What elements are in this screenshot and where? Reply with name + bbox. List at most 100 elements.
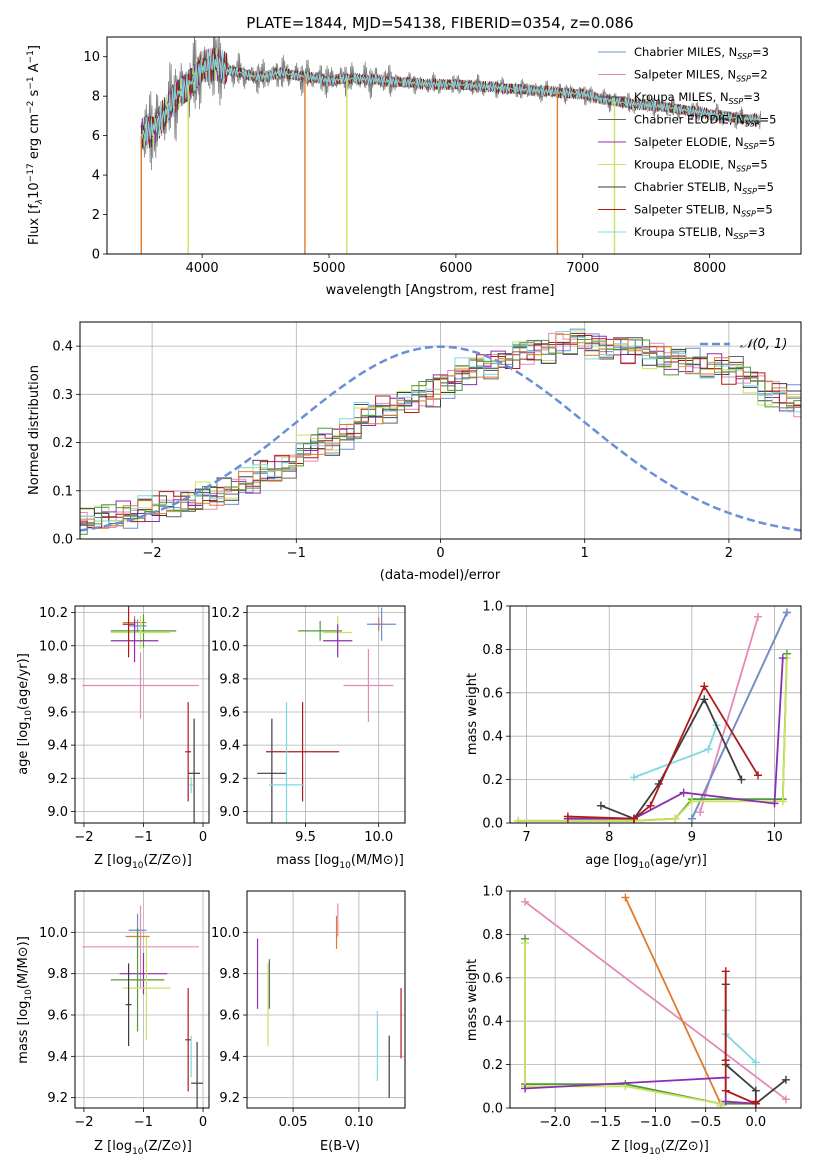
- plot-residuals: −2 −1 0 1 2 0.0 0.1 0.2 0.3 0.4 𝒩(0, 1) (data-model…: [27, 321, 802, 583]
- plot-mass-vs-Z: −2 −1 0 9.2 9.4 9.6 9.8 10.0 Z [log10(Z/Z⊙)] mass…: [16, 890, 210, 1157]
- x-tick-label: −1: [287, 546, 306, 561]
- mass-weight-vs-Z-ticks: −2.0 −1.5 −1.0 −0.5 0.0 0.0 0.2 0.4 0.6 0.8 1.0: [482, 885, 766, 1131]
- histogram-series: [80, 331, 801, 528]
- weight-marker: [737, 775, 746, 784]
- legend-label: Kroupa MILES, NSSP=3: [634, 90, 760, 106]
- y-tick-label: 0.4: [482, 730, 503, 745]
- weight-marker: [704, 745, 713, 754]
- spectrum-legend: Chabrier MILES, NSSP=3 Salpeter MILES, NS…: [598, 45, 776, 241]
- plot-mass-vs-ebv: 0.05 0.10 9.2 9.4 9.6 9.8 10.0 E(B-V): [211, 890, 406, 1154]
- weight-marker: [621, 893, 630, 902]
- y-axis-label: age [log10(age/yr)]: [16, 653, 34, 775]
- age-vs-mass-ticks: 9.5 10.0 9.0 9.2 9.4 9.6 9.8 10.0 10.2: [211, 606, 393, 845]
- weight-marker: [521, 1084, 530, 1093]
- residuals-ticks: −2 −1 0 1 2 0.0 0.1 0.2 0.3 0.4: [52, 340, 733, 561]
- weight-marker: [630, 773, 639, 782]
- y-tick-label: 2: [92, 208, 100, 223]
- age-vs-Z-marks: [82, 606, 201, 823]
- legend-label: Kroupa ELODIE, NSSP=5: [634, 158, 768, 174]
- weight-marker: [751, 1097, 760, 1106]
- x-tick-label: 0: [199, 1115, 207, 1130]
- mass-vs-ebv-frame: [246, 890, 406, 1109]
- weight-marker: [521, 897, 530, 906]
- weight-marker: [770, 799, 779, 808]
- weight-series: [524, 943, 722, 1106]
- residuals-marks: [80, 328, 801, 535]
- y-tick-label: 0: [92, 248, 100, 263]
- weight-marker: [751, 1058, 760, 1067]
- y-tick-label: 9.0: [47, 805, 68, 820]
- weight-marker: [687, 814, 696, 823]
- plot-age-vs-mass: 9.5 10.0 9.0 9.2 9.4 9.6 9.8 10.0 10.2 mass [log1…: [211, 605, 406, 871]
- weight-marker: [721, 1097, 730, 1106]
- mass-weight-vs-Z-marks: [521, 893, 790, 1108]
- weight-marker: [630, 814, 639, 823]
- spectrum-ticks: 4000 5000 6000 7000 8000 0 2 4 6 8 10: [83, 50, 726, 276]
- weight-marker: [514, 816, 523, 823]
- y-tick-label: 9.2: [219, 772, 240, 787]
- y-axis-label: Flux [fλ10−17 erg cm−2 s−1 A−1]: [26, 45, 45, 245]
- histogram-series: [80, 339, 801, 535]
- x-axis-label: E(B-V): [320, 1139, 360, 1154]
- y-tick-label: 0.2: [52, 436, 73, 451]
- weight-series: [624, 897, 722, 1105]
- y-tick-label: 0.4: [482, 1015, 503, 1030]
- y-tick-label: 0.0: [482, 1102, 503, 1117]
- weight-marker: [721, 967, 730, 976]
- weight-marker: [596, 801, 605, 810]
- x-tick-label: −2.0: [539, 1115, 571, 1130]
- plot-mass-weight-vs-age: 7 8 9 10 0.0 0.2 0.4 0.6 0.8 1.0 age [log10(age/yr…: [465, 600, 802, 871]
- histogram-series: [80, 330, 801, 529]
- mass-vs-Z-ticks: −2 −1 0 9.2 9.4 9.6 9.8 10.0: [39, 926, 207, 1130]
- mass-weight-vs-age-frame: [509, 605, 802, 824]
- plot-mass-weight-vs-Z: −2.0 −1.5 −1.0 −0.5 0.0 0.0 0.2 0.4 0.6 0.8 1.0 Z […: [465, 885, 802, 1157]
- x-tick-label: −1.5: [590, 1115, 622, 1130]
- weight-series: [524, 901, 787, 1101]
- weight-marker: [696, 808, 705, 817]
- x-axis-label: mass [log10(M/M⊙)]: [276, 853, 404, 871]
- weight-marker: [782, 608, 791, 617]
- weight-series: [518, 658, 788, 822]
- legend-label: Salpeter ELODIE, NSSP=5: [634, 135, 775, 151]
- x-tick-label: 10: [766, 830, 783, 845]
- y-tick-label: 10.2: [211, 606, 240, 621]
- age-vs-mass-frame: [246, 605, 406, 824]
- y-tick-label: 0.6: [482, 971, 503, 986]
- mass-weight-vs-age-grid: [510, 605, 801, 824]
- weight-series: [691, 612, 788, 820]
- y-tick-label: 1.0: [482, 885, 503, 900]
- age-vs-Z-frame: [74, 605, 210, 824]
- x-tick-label: 4000: [186, 261, 219, 276]
- mass-vs-ebv-ticks: 0.05 0.10 9.2 9.4 9.6 9.8 10.0: [211, 926, 373, 1130]
- x-tick-label: 0: [199, 830, 207, 845]
- spectrum-marks: [140, 37, 761, 254]
- y-tick-label: 8: [92, 90, 100, 105]
- x-tick-label: −2: [74, 1115, 93, 1130]
- y-tick-label: 9.6: [219, 706, 240, 721]
- residuals-frame: [79, 321, 802, 540]
- y-tick-label: 0.2: [482, 1058, 503, 1073]
- x-tick-label: 8: [605, 830, 613, 845]
- x-axis-label: Z [log10(Z/Z⊙)]: [94, 1139, 192, 1157]
- y-tick-label: 0.1: [52, 484, 73, 499]
- y-tick-label: 9.8: [47, 672, 68, 687]
- legend-label: Salpeter MILES, NSSP=2: [634, 68, 768, 84]
- y-tick-label: 9.4: [219, 739, 240, 754]
- weight-series: [724, 1010, 757, 1064]
- y-tick-label: 10.0: [39, 639, 68, 654]
- x-axis-label: (data-model)/error: [380, 568, 501, 583]
- y-tick-label: 0.2: [482, 773, 503, 788]
- y-tick-label: 9.4: [47, 1050, 68, 1065]
- age-vs-Z-ticks: −2 −1 0 9.0 9.2 9.4 9.6 9.8 10.0 10.2: [39, 606, 207, 845]
- weight-marker: [781, 1075, 790, 1084]
- x-tick-label: 2: [725, 546, 733, 561]
- y-tick-label: 1.0: [482, 600, 503, 615]
- weight-marker: [754, 771, 763, 780]
- legend-label: Chabrier MILES, NSSP=3: [634, 45, 769, 61]
- y-tick-label: 9.2: [47, 1091, 68, 1106]
- y-tick-label: 9.4: [47, 739, 68, 754]
- weight-marker: [716, 1101, 725, 1108]
- mass-weight-vs-age-ticks: 7 8 9 10 0.0 0.2 0.4 0.6 0.8 1.0: [482, 600, 783, 846]
- age-vs-mass-marks: [257, 607, 397, 823]
